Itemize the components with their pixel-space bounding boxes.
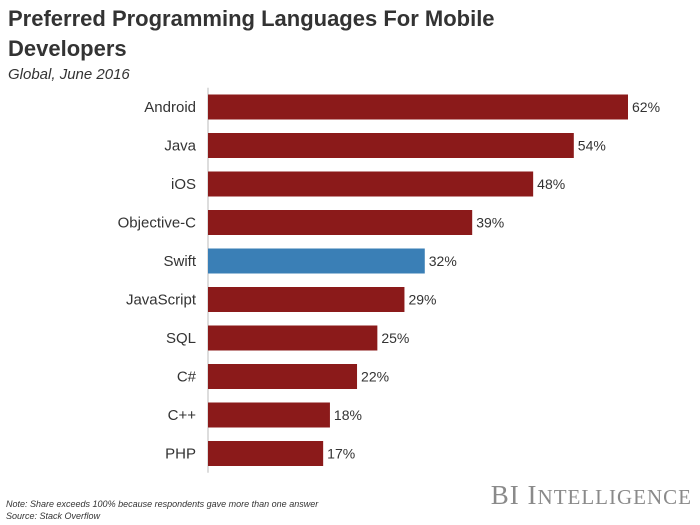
category-label-csharp: C# xyxy=(177,369,197,386)
bar-swift xyxy=(208,248,425,274)
bar-sql xyxy=(208,325,378,351)
brand-first-letter: I xyxy=(527,480,538,510)
value-label-swift: 32% xyxy=(429,253,457,269)
bar-cpp xyxy=(208,402,330,428)
note-text: Note: Share exceeds 100% because respond… xyxy=(6,499,319,509)
value-label-cpp: 18% xyxy=(334,407,362,423)
category-label-swift: Swift xyxy=(163,253,196,270)
bi-intelligence-logo: BI INTELLIGENCE xyxy=(491,480,692,511)
value-label-android: 62% xyxy=(632,99,660,115)
bar-chart: Android 62% Java 54% iOS 48% Objective-C 39% Swi… xyxy=(118,87,660,473)
category-label-sql: SQL xyxy=(166,330,196,347)
brand-rest: NTELLIGENCE xyxy=(537,485,692,509)
category-label-javascript: JavaScript xyxy=(126,292,197,309)
bar-objective-c xyxy=(208,210,473,235)
bar-csharp xyxy=(208,364,358,389)
value-label-csharp: 22% xyxy=(361,369,389,385)
category-label-ios: iOS xyxy=(171,176,196,193)
category-label-cpp: C++ xyxy=(168,407,197,424)
value-label-objective-c: 39% xyxy=(476,215,504,231)
value-label-ios: 48% xyxy=(537,176,565,192)
brand-prefix: BI xyxy=(490,480,520,510)
bar-ios xyxy=(208,171,534,197)
category-label-php: PHP xyxy=(165,446,196,463)
category-label-android: Android xyxy=(144,99,196,116)
chart-title: Preferred Programming Languages For Mobi… xyxy=(8,6,495,61)
value-label-php: 17% xyxy=(327,446,355,462)
source-text: Source: Stack Overflow xyxy=(6,511,101,521)
bar-java xyxy=(208,133,574,158)
bar-javascript xyxy=(208,287,405,312)
value-label-javascript: 29% xyxy=(408,292,436,308)
category-label-java: Java xyxy=(164,138,196,155)
chart-subtitle: Global, June 2016 xyxy=(8,66,130,83)
value-label-sql: 25% xyxy=(381,330,409,346)
category-label-objective-c: Objective-C xyxy=(118,215,197,232)
chart-footnote: Note: Share exceeds 100% because respond… xyxy=(6,498,318,522)
bar-android xyxy=(208,94,628,120)
value-label-java: 54% xyxy=(578,138,606,154)
bar-php xyxy=(208,441,324,466)
